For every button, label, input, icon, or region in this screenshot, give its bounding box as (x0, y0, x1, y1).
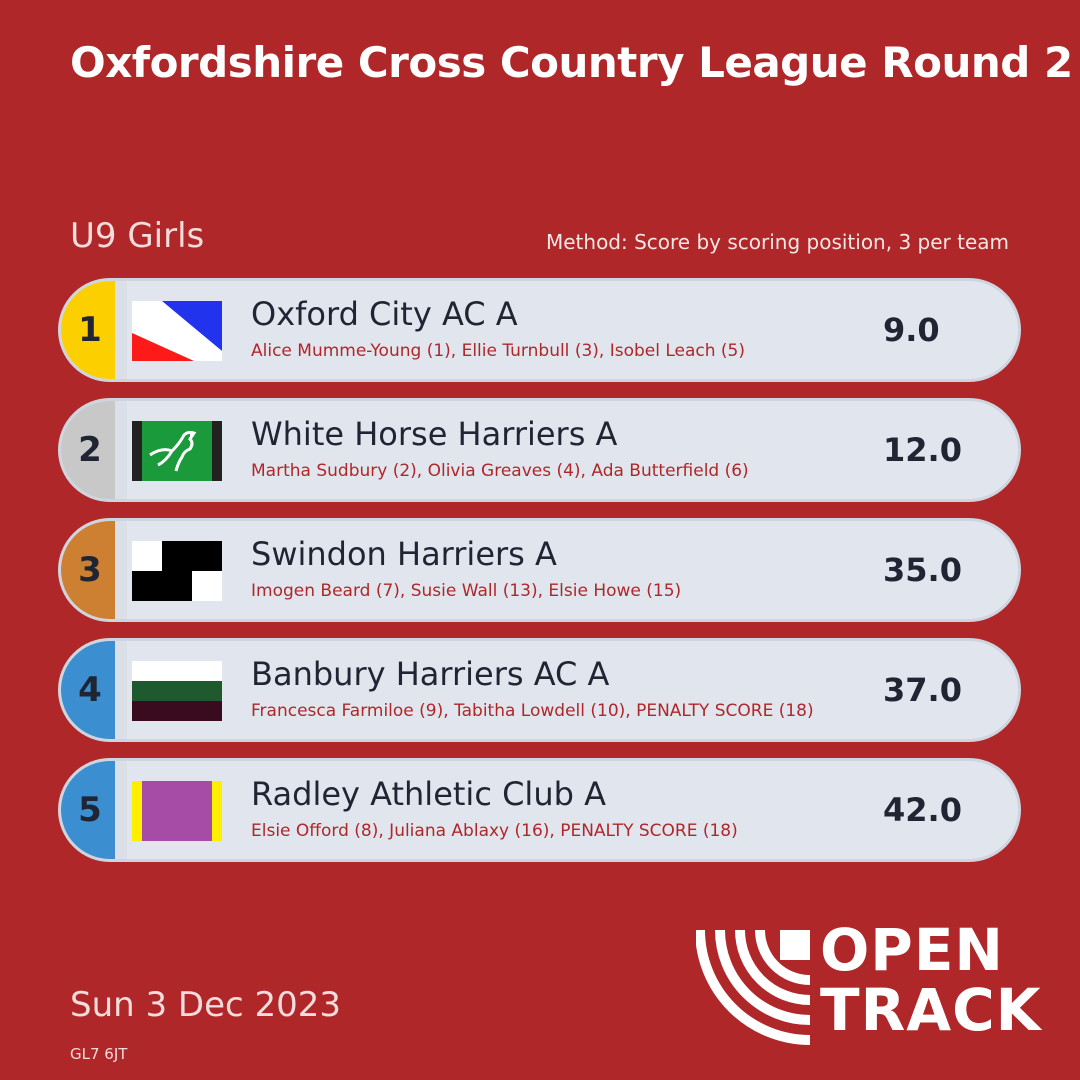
result-row-5: 5 Radley Athletic Club A Elsie Offord (8… (58, 758, 1021, 862)
team-name: Oxford City AC A (251, 295, 518, 333)
swindon-flag-icon (132, 541, 222, 601)
logo-line-track: TRACK (820, 976, 1042, 1044)
team-score: 12.0 (883, 431, 962, 469)
team-name: White Horse Harriers A (251, 415, 618, 453)
radley-flag-icon (132, 781, 222, 841)
event-date: Sun 3 Dec 2023 (70, 985, 342, 1025)
page-title: Oxfordshire Cross Country League Round 2 (70, 38, 1073, 87)
logo-wordmark: OPEN TRACK (820, 920, 1042, 1040)
rank-divider (115, 641, 127, 739)
rank-badge: 5 (61, 761, 115, 859)
team-members: Imogen Beard (7), Susie Wall (13), Elsie… (251, 581, 682, 601)
banbury-flag-icon (132, 661, 222, 721)
result-row-2: 2 White Horse Harriers A Martha Sudbury … (58, 398, 1021, 502)
category-label: U9 Girls (70, 216, 205, 256)
team-score: 42.0 (883, 791, 962, 829)
rank-badge: 2 (61, 401, 115, 499)
team-score: 35.0 (883, 551, 962, 589)
team-members: Francesca Farmiloe (9), Tabitha Lowdell … (251, 701, 814, 721)
result-row-1: 1 Oxford City AC A Alice Mumme-Young (1)… (58, 278, 1021, 382)
event-postcode: GL7 6JT (70, 1045, 128, 1063)
results-list: 1 Oxford City AC A Alice Mumme-Young (1)… (58, 278, 1021, 878)
team-name: Swindon Harriers A (251, 535, 557, 573)
team-name: Banbury Harriers AC A (251, 655, 610, 693)
rank-divider (115, 401, 127, 499)
team-score: 37.0 (883, 671, 962, 709)
rank-badge: 3 (61, 521, 115, 619)
scoring-method: Method: Score by scoring position, 3 per… (545, 230, 1009, 254)
white-horse-flag-icon (132, 421, 222, 481)
team-members: Elsie Offord (8), Juliana Ablaxy (16), P… (251, 821, 738, 841)
rank-badge: 1 (61, 281, 115, 379)
team-members: Alice Mumme-Young (1), Ellie Turnbull (3… (251, 341, 746, 361)
rank-badge: 4 (61, 641, 115, 739)
logo-line-open: OPEN (820, 916, 1004, 984)
opentrack-logo: OPEN TRACK (696, 920, 1046, 1046)
rank-divider (115, 521, 127, 619)
rank-divider (115, 281, 127, 379)
rank-divider (115, 761, 127, 859)
track-lines-icon (696, 929, 811, 1045)
oxford-city-flag-icon (132, 301, 222, 361)
team-score: 9.0 (883, 311, 940, 349)
team-name: Radley Athletic Club A (251, 775, 606, 813)
result-row-3: 3 Swindon Harriers A Imogen Beard (7), S… (58, 518, 1021, 622)
result-row-4: 4 Banbury Harriers AC A Francesca Farmil… (58, 638, 1021, 742)
team-members: Martha Sudbury (2), Olivia Greaves (4), … (251, 461, 749, 481)
